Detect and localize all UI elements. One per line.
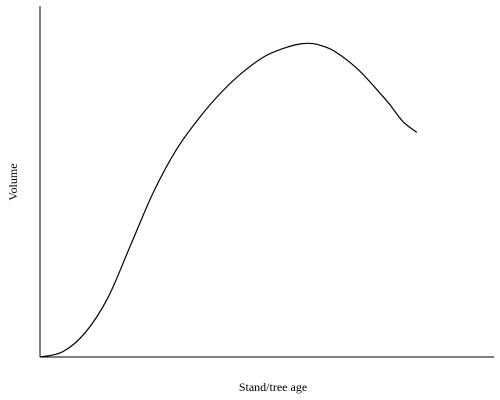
y-axis-label: Volume	[6, 163, 20, 200]
volume-curve	[39, 42, 418, 358]
plot-area	[39, 6, 494, 358]
x-axis-label: Stand/tree age	[239, 380, 307, 394]
